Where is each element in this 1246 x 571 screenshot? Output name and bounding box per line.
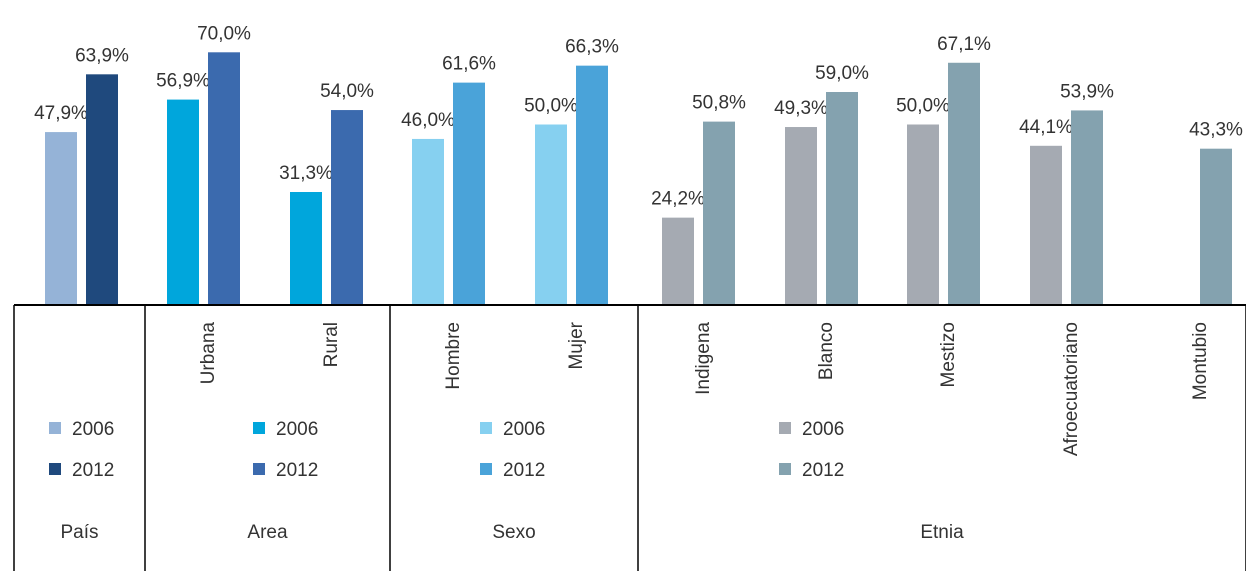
legend-swatch-area-2006 [253,422,265,434]
value-label-indigena-2006: 24,2% [651,189,705,210]
group-label-pais: País [60,522,98,543]
bar-rural-2012 [331,110,363,305]
legend-label-area-2012: 2012 [276,460,318,481]
bar-mestizo-2006 [907,124,939,305]
category-label-afroecuatoriano: Afroecuatoriano [1061,322,1082,456]
legend-swatch-sexo-2006 [480,422,492,434]
value-label-montubio-2012: 43,3% [1189,120,1243,141]
value-label-afroecuatoriano-2006: 44,1% [1019,117,1073,138]
bar-hombre-2012 [453,82,485,306]
value-label-mujer-2012: 66,3% [565,37,619,58]
category-label-montubio: Montubio [1190,322,1211,400]
value-label-indigena-2012: 50,8% [692,93,746,114]
bar-urbana-2006 [167,99,199,305]
bar-montubio-2012 [1200,148,1232,305]
value-label-rural-2012: 54,0% [320,81,374,102]
legend-swatch-area-2012 [253,463,265,475]
value-label-blanco-2006: 49,3% [774,98,828,119]
bar-mestizo-2012 [948,62,980,306]
bar-mujer-2006 [535,124,567,305]
legend-label-area-2006: 2006 [276,419,318,440]
category-label-hombre: Hombre [443,322,464,390]
value-label-mestizo-2006: 50,0% [896,96,950,117]
value-label-blanco-2012: 59,0% [815,63,869,84]
value-label-urbana-2012: 70,0% [197,23,251,44]
legend-swatch-pais-2006 [49,422,61,434]
category-label-mestizo: Mestizo [938,322,959,387]
bar-blanco-2012 [826,92,858,305]
legend-swatch-pais-2012 [49,463,61,475]
group-label-sexo: Sexo [492,522,535,543]
bar-indigena-2006 [662,217,694,305]
value-label-afroecuatoriano-2012: 53,9% [1060,81,1114,102]
legend-label-etnia-2012: 2012 [802,460,844,481]
category-label-blanco: Blanco [816,322,837,380]
legend-swatch-sexo-2012 [480,463,492,475]
value-label-rural-2006: 31,3% [279,163,333,184]
category-label-urbana: Urbana [198,322,219,385]
value-label-mestizo-2012: 67,1% [937,34,991,55]
bar-urbana-2012 [208,52,240,305]
legend-label-etnia-2006: 2006 [802,419,844,440]
value-label-pais-2012: 63,9% [75,45,129,66]
legend-swatch-etnia-2012 [779,463,791,475]
category-label-mujer: Mujer [566,321,587,369]
category-label-indigena: Indigena [693,322,714,395]
bar-rural-2006 [290,192,322,305]
bar-afroecuatoriano-2012 [1071,110,1103,306]
legend-label-sexo-2006: 2006 [503,419,545,440]
bar-pais-2012 [86,74,118,305]
category-label-rural: Rural [321,322,342,367]
bar-hombre-2006 [412,138,444,305]
value-label-hombre-2012: 61,6% [442,54,496,75]
legend-label-pais-2012: 2012 [72,460,114,481]
value-label-mujer-2006: 50,0% [524,96,578,117]
value-label-pais-2006: 47,9% [34,103,88,124]
group-label-etnia: Etnia [920,522,964,543]
bar-indigena-2012 [703,121,735,305]
legend-label-sexo-2012: 2012 [503,460,545,481]
value-label-hombre-2006: 46,0% [401,110,455,131]
value-label-urbana-2006: 56,9% [156,71,210,92]
bar-blanco-2006 [785,127,817,305]
legend-label-pais-2006: 2006 [72,419,114,440]
bar-afroecuatoriano-2006 [1030,145,1062,305]
bar-mujer-2012 [576,65,608,305]
legend-swatch-etnia-2006 [779,422,791,434]
bar-pais-2006 [45,132,77,305]
group-label-area: Area [247,522,288,543]
